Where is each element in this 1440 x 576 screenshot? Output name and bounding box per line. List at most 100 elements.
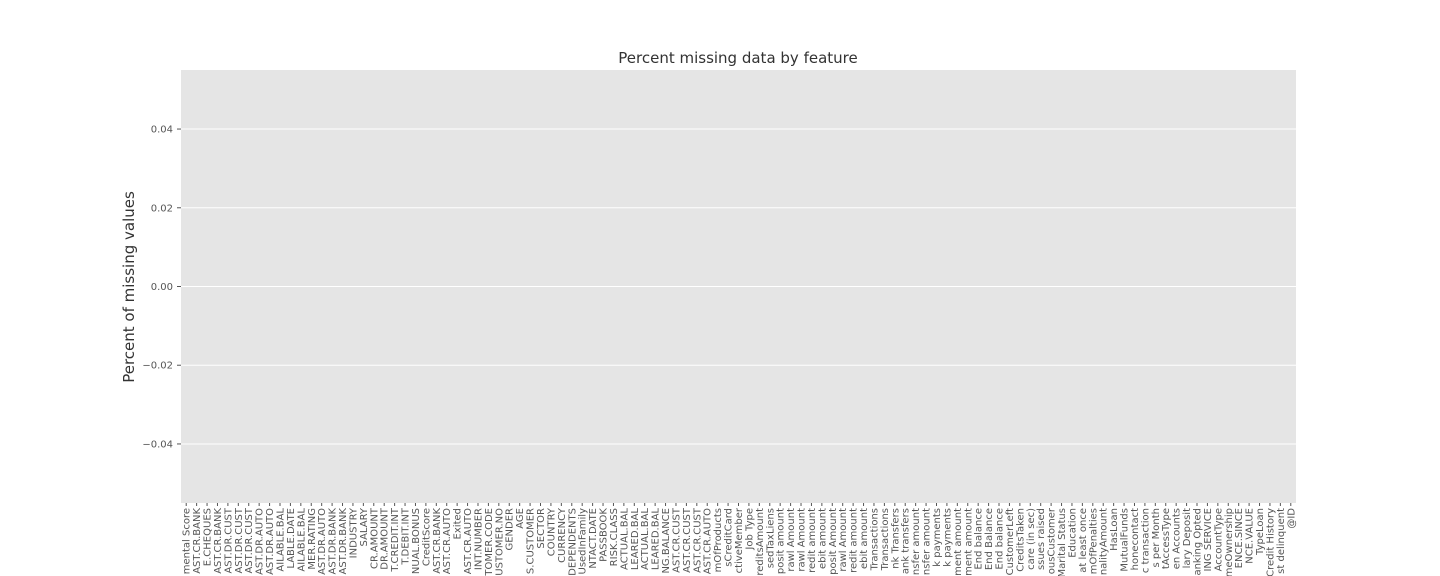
x-tick-label: DR.AMOUNT xyxy=(380,507,391,570)
x-tick-label: AST.CR.BANK xyxy=(432,508,443,574)
y-tick-label: 0.04 xyxy=(151,125,173,136)
x-tick-label: rawl Amount xyxy=(838,508,849,572)
x-tick-label: AILABLE.BAL xyxy=(296,508,307,572)
x-tick-label: NCE.VALUE xyxy=(1245,508,1256,564)
x-tick-label: AST.CR.CUST xyxy=(671,507,682,573)
y-tick-label: 0.02 xyxy=(151,203,173,214)
x-tick-label: ACTUAL.BAL xyxy=(640,508,651,570)
x-tick-label: posit Amount xyxy=(828,508,839,575)
x-tick-label: nsfer amount xyxy=(911,508,922,575)
x-tick-label: rawl Amount xyxy=(797,508,808,572)
x-tick-label: NG.BALANCE xyxy=(661,508,672,574)
x-tick-label: ebit amount xyxy=(859,508,870,569)
x-tick-label: NTACT.DATE xyxy=(588,508,599,569)
x-tick-label: PASSBOOK xyxy=(599,508,610,562)
x-tick-label: AST.DR.BANK xyxy=(338,508,349,575)
x-tick-label: INT.NUMBER xyxy=(473,508,484,570)
x-tick-label: posit amount xyxy=(776,508,787,574)
x-tick-label: meOwnership xyxy=(1224,508,1235,576)
x-tick-label: Job Type xyxy=(744,508,755,551)
x-tick-label: AST.CR.AUTO xyxy=(463,508,474,574)
x-tick-label: k payments xyxy=(932,508,943,567)
x-tick-label: en Accounts xyxy=(1172,508,1183,569)
x-tick-label: AST.DR.CUST xyxy=(234,507,245,573)
x-tick-label: Transactions xyxy=(880,508,891,571)
x-tick-label: CR.AMOUNT xyxy=(369,507,380,569)
x-tick-label: ousCustomer xyxy=(1047,507,1058,574)
x-tick-label: nsfer amount xyxy=(922,508,933,575)
x-tick-label: AST.CR.CUST xyxy=(682,507,693,573)
x-tick-label: TypeLoan xyxy=(1255,508,1266,556)
x-tick-label: redit amount xyxy=(849,508,860,573)
x-tick-label: LEARED.BAL xyxy=(630,508,641,571)
x-tick-label: End balance xyxy=(974,508,985,570)
x-tick-label: End Balance xyxy=(984,508,995,570)
x-tick-label: Credit History xyxy=(1265,508,1276,576)
x-tick-label: at least once xyxy=(1078,508,1089,573)
x-tick-label: AST.CR.AUTO xyxy=(442,508,453,574)
x-tick-label: mental Score xyxy=(182,508,193,574)
x-tick-label: nalityAmount xyxy=(1099,508,1110,575)
x-tick-label: LABLE.DATE xyxy=(286,508,297,569)
x-tick-label: GENDER xyxy=(505,508,516,551)
x-tick-label: SALARY xyxy=(359,507,370,546)
x-tick-label: mOfPenalties xyxy=(1088,508,1099,574)
x-tick-label: UsedInFamily xyxy=(578,508,589,575)
x-tick-label: MutualFunds xyxy=(1120,508,1131,572)
x-tick-label: T.CREDIT.INT xyxy=(390,507,401,573)
y-tick-label: −0.04 xyxy=(142,439,173,450)
x-tick-label: AST.DR.BANK xyxy=(328,508,339,575)
x-tick-label: ment amount xyxy=(953,508,964,576)
x-tick-label: ING SERVICE xyxy=(1203,508,1214,572)
x-tick-label: sCreditCard xyxy=(724,508,735,567)
x-tick-label: INDUSTRY xyxy=(348,507,359,558)
x-tick-label: st delinquent xyxy=(1276,508,1287,574)
x-tick-label: ctiveMember xyxy=(734,507,745,573)
x-tick-label: TOMER.CODE xyxy=(484,508,495,576)
x-tick-label: LEARED.BAL xyxy=(651,508,662,571)
x-tick-label: Exited xyxy=(453,508,464,539)
x-tick-label: anking Opted xyxy=(1193,508,1204,576)
x-tick-label: AST.DR.AUTO xyxy=(317,508,328,575)
x-tick-label: rawl Amount xyxy=(786,508,797,572)
x-tick-label: nk Transfers xyxy=(890,508,901,569)
x-tick-label: E.CHEQUES xyxy=(203,508,214,566)
x-tick-label: End balance xyxy=(995,508,1006,570)
x-tick-label: AGE xyxy=(515,508,526,529)
x-tick-label: c transaction xyxy=(1140,508,1151,573)
x-tick-label: @ID xyxy=(1286,508,1297,529)
x-tick-label: redit amount xyxy=(807,508,818,573)
x-tick-label: CreditScore xyxy=(421,508,432,566)
x-tick-label: Transactions xyxy=(869,508,880,571)
y-tick-label: −0.02 xyxy=(142,361,173,372)
x-tick-label: sedTaxLiens xyxy=(765,508,776,568)
x-tick-label: AccountType xyxy=(1213,508,1224,571)
x-tick-label: ACTUAL.BAL xyxy=(619,508,630,570)
x-tick-label: RISK.CLASS xyxy=(609,508,620,566)
x-tick-label: HasLoan xyxy=(1109,508,1120,551)
x-tick-label: AST.DR.AUTO xyxy=(265,508,276,575)
x-tick-label: AST.CR.AUTO xyxy=(703,508,714,574)
x-tick-label: Education xyxy=(1067,508,1078,558)
x-tick-label: ENCE.SINCE xyxy=(1234,508,1245,568)
x-tick-label: SECTOR xyxy=(536,508,547,549)
x-tick-label: ebit amount xyxy=(817,508,828,569)
x-tick-label: CreditsTaken xyxy=(1015,508,1026,572)
x-tick-label: MER.RATING xyxy=(307,508,318,570)
x-tick-label: Marital Status xyxy=(1057,508,1068,576)
x-tick-label: AST.DR.CUST xyxy=(223,507,234,573)
y-tick-label: 0.00 xyxy=(151,282,173,293)
x-tick-label: s per Month xyxy=(1151,508,1162,568)
x-tick-label: mOfProducts xyxy=(713,508,724,572)
x-tick-label: ank transfers xyxy=(901,508,912,574)
x-tick-label: S.CUSTOMER xyxy=(526,508,537,574)
x-tick-label: lary Deposit xyxy=(1182,508,1193,568)
x-tick-label: tAccessType xyxy=(1161,508,1172,569)
x-tick-label: ment amount xyxy=(963,508,974,576)
y-axis-label: Percent of missing values xyxy=(120,191,138,383)
x-tick-label: COUNTRY xyxy=(546,507,557,556)
x-tick-label: AST.DR.CUST xyxy=(244,507,255,573)
x-tick-label: DEPENDENTS xyxy=(567,508,578,576)
x-tick-label: care (in sec) xyxy=(1026,508,1037,570)
